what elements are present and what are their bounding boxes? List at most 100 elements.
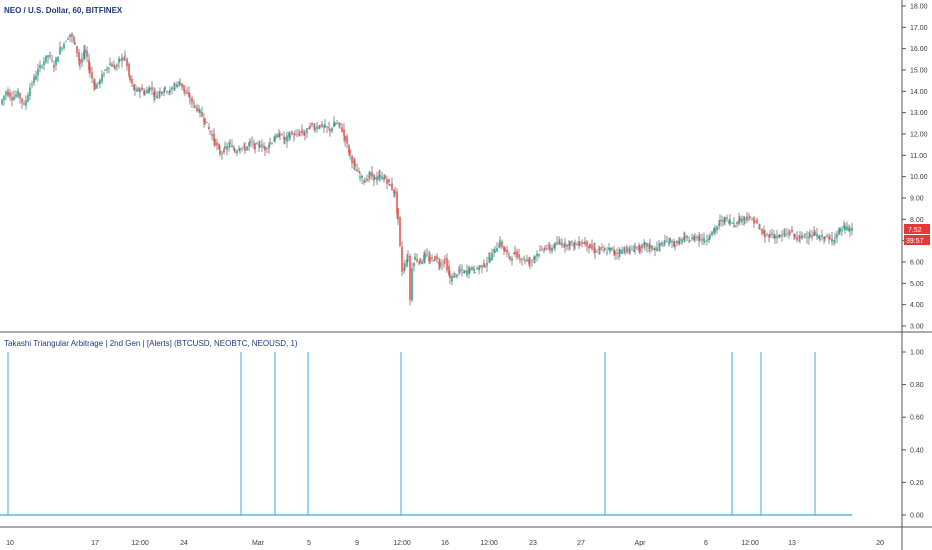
candle-body [523,258,525,260]
candle-body [366,178,368,181]
candle-body [671,240,673,243]
candle-body [611,247,613,250]
candle-body [818,236,820,239]
candle-body [486,262,488,266]
candle-body [529,261,531,263]
candle-body [3,95,5,101]
candle-body [828,236,830,240]
candle-body [1,99,3,105]
candle-body [359,176,361,178]
candle-body [31,83,33,85]
candle-body [214,139,216,146]
candle-body [563,245,565,247]
candle-body [691,237,693,240]
candle-body [259,146,261,148]
candle-body [244,147,246,151]
candle-body [633,250,635,252]
candle-body [836,233,838,238]
candle-body [141,87,143,91]
candle-body [793,234,795,236]
candle-body [439,261,441,267]
indicator-tick-label: 0.20 [910,480,924,487]
candle-body [98,81,100,83]
candle-body [501,241,503,248]
candle-body [15,94,17,97]
candle-body [754,221,756,223]
price-tick-label: 16.00 [910,46,928,53]
candle-body [388,179,390,183]
candle-body [401,247,403,272]
candle-body [831,238,833,243]
candle-body [191,97,193,103]
candle-body [663,245,665,246]
candle-body [189,99,191,101]
candle-body [114,66,116,70]
candle-body [769,234,771,237]
candle-body [124,55,126,57]
candle-body [721,220,723,222]
candle-body [624,251,626,253]
candle-body [503,246,505,251]
candle-body [739,217,741,221]
candle-body [119,59,121,61]
candle-body [353,160,355,164]
candle-body [708,238,710,240]
candle-body [301,129,303,134]
candle-body [454,273,456,275]
indicator-axis[interactable]: 1.00 0.80 0.60 0.40 0.20 0.00 [902,350,924,520]
candle-body [93,80,95,85]
candle-body [784,234,786,236]
candle-body [111,64,113,67]
candle-body [588,245,590,249]
candle-body [533,257,535,260]
candle-body [326,126,328,128]
candle-body [241,147,243,149]
candle-body [763,229,765,235]
candle-body [139,89,141,93]
candle-body [636,246,638,248]
candle-body [841,229,843,232]
candle-body [496,248,498,252]
candle-body [701,239,703,241]
candle-body [586,240,588,247]
candle-body [801,234,803,239]
candle-body [558,241,560,244]
candle-body [169,89,171,92]
candle-body [194,105,196,107]
candle-body [521,259,523,260]
candle-body [293,136,295,138]
candle-body [409,256,411,301]
candle-body [699,238,701,240]
candle-body [838,229,840,234]
candle-body [603,249,605,251]
candle-body [311,123,313,125]
candle-body [248,142,250,146]
candle-body [568,243,570,246]
candle-body [776,236,778,238]
candle-body [236,151,238,153]
candle-body [773,235,775,238]
time-axis[interactable]: 10 17 12:00 24 Mar 5 9 12:00 16 12:00 23 27 Apr 6 12:0… [6,540,884,547]
candle-body [351,156,353,164]
candle-body [211,134,213,136]
candle-body [349,149,351,155]
candle-body [116,64,118,67]
candle-body [278,134,280,138]
candle-body [844,226,846,230]
candle-body [426,254,428,256]
candle-body [219,150,221,155]
candle-body [484,265,486,267]
candle-body [251,142,253,143]
candle-body [316,126,318,129]
price-axis[interactable]: 18.00 17.00 16.00 15.00 14.00 13.00 12.00 11.00… [902,4,928,331]
candle-body [131,78,133,84]
candle-body [724,217,726,222]
candle-body [746,216,748,221]
candle-body [511,258,513,261]
candle-body [133,84,135,90]
price-tick-label: 3.00 [910,324,924,331]
candle-body [376,176,378,181]
candle-body [489,257,491,262]
candle-body [323,125,325,127]
